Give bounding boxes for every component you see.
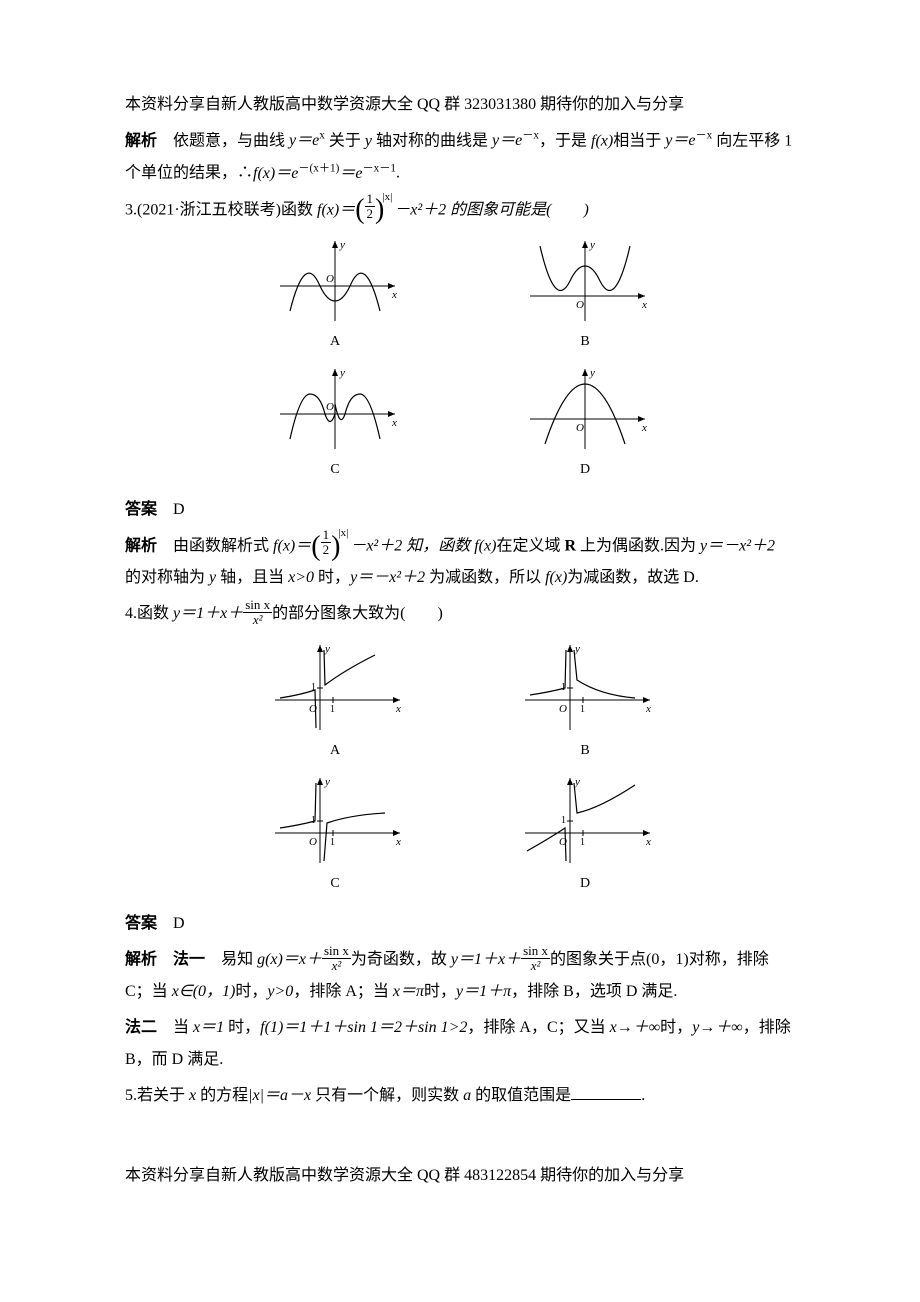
svg-text:x: x [641, 299, 647, 311]
fill-blank [571, 1083, 641, 1100]
q4-graph-b: x y O 1 1 [515, 640, 655, 735]
q3-option-b: x y O B [520, 236, 650, 356]
option-label-b: B [580, 737, 589, 765]
method2-label: 法二 [125, 1019, 157, 1036]
svg-text:x: x [645, 703, 651, 715]
svg-text:x: x [391, 289, 397, 301]
svg-text:y: y [589, 239, 595, 251]
svg-text:O: O [576, 422, 584, 434]
svg-text:y: y [339, 239, 345, 251]
q3-options-grid: x y O A x y O B x y O [240, 236, 680, 484]
explain-label-3: 解析 [125, 537, 157, 554]
svg-text:x: x [395, 703, 401, 715]
option-label-c: C [330, 870, 339, 898]
answer-label: 答案 [125, 501, 157, 518]
q4-options-grid: x y O 1 1 A x y O 1 1 B [240, 640, 680, 898]
q4-graph-a: x y O 1 1 [265, 640, 405, 735]
q4-option-d: x y O 1 1 D [515, 773, 655, 898]
q4-option-c: x y O 1 1 C [265, 773, 405, 898]
q3-graph-d: x y O [520, 364, 650, 454]
q4-option-a: x y O 1 1 A [265, 640, 405, 765]
q3-graph-b: x y O [520, 236, 650, 326]
explanation-4a: 解析 法一 易知 g(x)＝x＋sin xx²为奇函数，故 y＝1＋x＋sin … [125, 944, 795, 1008]
svg-text:1: 1 [330, 837, 335, 848]
question-3-stem: 3.(2021·浙江五校联考)函数 f(x)＝(12)|x|－x²＋2 的图象可… [125, 194, 795, 226]
svg-text:O: O [559, 703, 567, 715]
svg-text:x: x [641, 422, 647, 434]
q3-option-a: x y O A [270, 236, 400, 356]
answer-4-value: D [173, 915, 185, 932]
svg-text:x: x [645, 836, 651, 848]
q3-option-c: x y O C [270, 364, 400, 484]
svg-text:O: O [576, 299, 584, 311]
q4-graph-d: x y O 1 1 [515, 773, 655, 868]
svg-text:O: O [309, 836, 317, 848]
answer-4: 答案 D [125, 908, 795, 940]
q4-graph-c: x y O 1 1 [265, 773, 405, 868]
option-label-b: B [580, 328, 589, 356]
q4-option-b: x y O 1 1 B [515, 640, 655, 765]
svg-text:y: y [589, 367, 595, 379]
explain-label: 解析 [125, 132, 157, 149]
svg-text:1: 1 [580, 704, 585, 715]
svg-text:y: y [339, 367, 345, 379]
explanation-3: 解析 由函数解析式 f(x)＝(12)|x|－x²＋2 知，函数 f(x)在定义… [125, 530, 795, 594]
page-header: 本资料分享自新人教版高中数学资源大全 QQ 群 323031380 期待你的加入… [125, 89, 795, 121]
svg-text:1: 1 [580, 837, 585, 848]
explanation-1: 解析 依题意，与曲线 y＝ex 关于 y 轴对称的曲线是 y＝e－x，于是 f(… [125, 125, 795, 190]
option-label-a: A [330, 737, 340, 765]
svg-text:O: O [326, 273, 334, 285]
svg-text:1: 1 [330, 704, 335, 715]
option-label-a: A [330, 328, 340, 356]
answer-label-4: 答案 [125, 915, 157, 932]
page-footer: 本资料分享自新人教版高中数学资源大全 QQ 群 483122854 期待你的加入… [125, 1160, 795, 1192]
option-label-d: D [580, 870, 590, 898]
answer-3-value: D [173, 501, 185, 518]
explanation-4b: 法二 当 x＝1 时，f(1)＝1＋1＋sin 1＝2＋sin 1>2，排除 A… [125, 1012, 795, 1076]
explain-label-4: 解析 [125, 951, 157, 968]
svg-text:O: O [326, 401, 334, 413]
svg-text:x: x [391, 417, 397, 429]
svg-text:x: x [395, 836, 401, 848]
svg-text:y: y [324, 776, 330, 788]
option-label-c: C [330, 456, 339, 484]
svg-text:1: 1 [561, 815, 566, 826]
q3-graph-a: x y O [270, 236, 400, 326]
question-5-stem: 5.若关于 x 的方程|x|＝a－x 只有一个解，则实数 a 的取值范围是. [125, 1080, 795, 1112]
method1-label: 法一 [173, 951, 205, 968]
svg-text:y: y [324, 643, 330, 655]
option-label-d: D [580, 456, 590, 484]
answer-3: 答案 D [125, 494, 795, 526]
q3-option-d: x y O D [520, 364, 650, 484]
question-4-stem: 4.函数 y＝1＋x＋sin xx²的部分图象大致为( ) [125, 598, 795, 630]
q3-graph-c: x y O [270, 364, 400, 454]
exp1-text: 依题意，与曲线 y＝ex 关于 y 轴对称的曲线是 y＝e－x，于是 f(x)相… [125, 132, 792, 181]
